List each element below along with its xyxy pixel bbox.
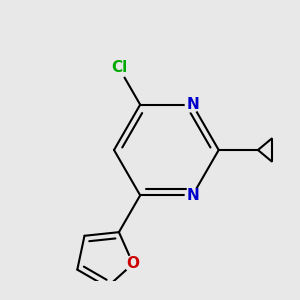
Text: N: N [186,97,199,112]
Text: N: N [186,188,199,203]
Circle shape [109,58,129,78]
Text: O: O [127,256,140,271]
Circle shape [185,188,200,202]
Text: Cl: Cl [111,60,127,75]
Circle shape [125,256,141,272]
Circle shape [185,98,200,112]
